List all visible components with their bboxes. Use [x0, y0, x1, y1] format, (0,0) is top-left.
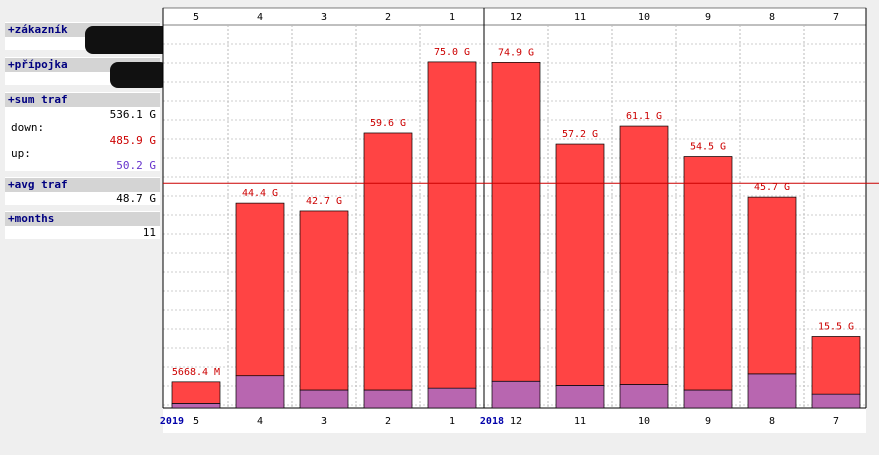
bar-segment	[619, 125, 669, 385]
value-row: 48.7 G	[5, 192, 160, 205]
value-label: 15.5 G	[818, 321, 854, 332]
top-tick-label: 8	[769, 12, 775, 23]
x-tick-label: 5	[193, 416, 199, 427]
up-value: 50.2 G	[116, 159, 156, 172]
value-label: 54.5 G	[690, 142, 726, 153]
sum-box: +sum traf 536.1 G down: 485.9 G up: 50.2…	[5, 92, 160, 172]
bar-segment	[491, 62, 541, 382]
months-value: 11	[142, 226, 156, 239]
bar-segment	[683, 156, 733, 391]
bar-segment	[491, 380, 541, 409]
bar-segment	[747, 196, 797, 375]
top-tick-label: 5	[193, 12, 199, 23]
x-tick-label: 4	[257, 416, 263, 427]
bar-segment	[363, 132, 413, 391]
x-tick-label: 8	[769, 416, 775, 427]
sum-value: 536.1 G	[109, 108, 156, 121]
x-tick-label: 2	[385, 416, 391, 427]
bar-segment	[235, 202, 285, 377]
x-tick-label: 7	[833, 416, 839, 427]
bar-segment	[555, 143, 605, 386]
top-tick-label: 9	[705, 12, 711, 23]
down-label: down:	[11, 121, 45, 134]
value-label: 74.9 G	[498, 47, 534, 58]
bar-segment	[235, 375, 285, 409]
avg-box: +avg traf 48.7 G	[5, 177, 160, 205]
bar-segment	[363, 389, 413, 409]
year-label: 2018	[480, 416, 504, 427]
value-label: 57.2 G	[562, 129, 598, 140]
redaction	[85, 26, 170, 54]
top-tick-label: 4	[257, 12, 263, 23]
bar-segment	[811, 336, 861, 395]
bar-segment	[811, 393, 861, 409]
value-label: 42.7 G	[306, 196, 342, 207]
value-label: 75.0 G	[434, 47, 470, 58]
bar-segment	[555, 385, 605, 409]
x-tick-label: 10	[638, 416, 650, 427]
bar-segment	[427, 387, 477, 409]
avg-value: 48.7 G	[116, 192, 156, 205]
top-tick-label: 10	[638, 12, 650, 23]
top-tick-label: 11	[574, 12, 586, 23]
bar-segment	[747, 373, 797, 409]
section-title[interactable]: +avg traf	[5, 177, 160, 192]
value-label: 44.4 G	[242, 188, 278, 199]
bar-segment	[427, 61, 477, 389]
x-tick-label: 11	[574, 416, 586, 427]
section-title[interactable]: +months	[5, 211, 160, 226]
x-tick-label: 12	[510, 416, 522, 427]
redaction	[110, 62, 168, 88]
bar-segment	[299, 389, 349, 409]
top-tick-label: 12	[510, 12, 522, 23]
bar-segment	[171, 381, 221, 404]
section-title[interactable]: +sum traf	[5, 92, 160, 107]
year-label: 2019	[160, 416, 184, 427]
x-tick-label: 3	[321, 416, 327, 427]
months-box: +months 11	[5, 211, 160, 239]
bar-segment	[171, 403, 221, 409]
x-tick-label: 9	[705, 416, 711, 427]
value-label: 45.7 G	[754, 182, 790, 193]
bar-segment	[299, 210, 349, 391]
value-label: 5668.4 M	[172, 367, 220, 378]
top-tick-label: 3	[321, 12, 327, 23]
up-label: up:	[11, 147, 31, 160]
value-row: 536.1 G down: 485.9 G up: 50.2 G	[5, 107, 160, 172]
bar-segment	[683, 389, 733, 409]
x-tick-label: 1	[449, 416, 455, 427]
top-tick-label: 1	[449, 12, 455, 23]
top-tick-label: 7	[833, 12, 839, 23]
down-value: 485.9 G	[109, 134, 156, 147]
top-tick-label: 2	[385, 12, 391, 23]
value-label: 59.6 G	[370, 118, 406, 129]
value-label: 61.1 G	[626, 111, 662, 122]
bar-segment	[619, 384, 669, 409]
value-row: 11	[5, 226, 160, 239]
